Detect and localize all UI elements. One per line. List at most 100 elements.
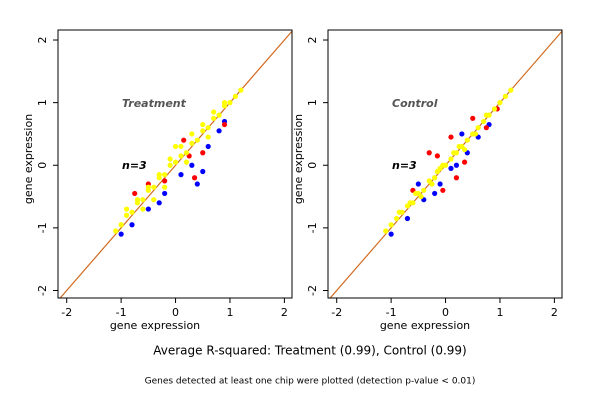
x-tick-label: 1 xyxy=(226,306,233,319)
point xyxy=(200,168,206,175)
point xyxy=(162,172,168,178)
sample-count: n=3 xyxy=(392,159,417,172)
sample-count: n=3 xyxy=(122,159,147,172)
point xyxy=(432,175,438,181)
y-tick-label: -1 xyxy=(36,222,49,233)
point xyxy=(200,121,206,128)
point xyxy=(189,131,195,137)
x-tick-label: -2 xyxy=(61,306,72,319)
point xyxy=(216,112,222,118)
point xyxy=(472,131,479,137)
y-tick-label: 2 xyxy=(36,37,49,44)
x-tick-label: 2 xyxy=(281,306,288,319)
point xyxy=(129,222,135,228)
y-tick-label: -2 xyxy=(306,285,319,296)
point xyxy=(415,181,421,187)
y-axis-label: gene expression xyxy=(22,114,35,204)
plot-frame xyxy=(327,29,563,299)
point xyxy=(238,87,244,93)
point xyxy=(432,190,438,197)
point xyxy=(456,143,462,150)
y-tick-label: 1 xyxy=(36,99,49,106)
point xyxy=(205,143,211,150)
point xyxy=(178,143,184,150)
point xyxy=(481,118,487,125)
point xyxy=(156,200,162,206)
point xyxy=(404,215,411,222)
x-axis-label: gene expression xyxy=(380,319,470,332)
point xyxy=(140,206,146,212)
panel-label: Control xyxy=(392,97,438,110)
point xyxy=(162,178,168,184)
x-tick-label: 0 xyxy=(172,306,179,319)
point xyxy=(183,159,190,165)
point xyxy=(181,137,187,143)
point xyxy=(491,106,498,112)
y-tick-label: 1 xyxy=(306,99,319,106)
point xyxy=(426,150,432,156)
point xyxy=(194,181,200,187)
point xyxy=(453,162,460,168)
point xyxy=(167,156,173,162)
point xyxy=(508,87,514,93)
x-tick-label: 1 xyxy=(496,306,503,319)
point xyxy=(459,131,465,137)
point xyxy=(178,172,184,178)
point xyxy=(211,109,217,115)
point xyxy=(502,93,509,99)
point xyxy=(470,115,476,121)
point xyxy=(393,215,400,222)
point xyxy=(440,162,446,168)
point xyxy=(418,193,424,200)
point xyxy=(483,125,489,131)
x-tick-label: -1 xyxy=(386,306,397,319)
point xyxy=(497,100,503,106)
point xyxy=(183,150,190,156)
point xyxy=(388,222,394,228)
plot-frame xyxy=(57,29,293,299)
x-tick-label: 0 xyxy=(442,306,449,319)
point xyxy=(118,231,124,237)
point xyxy=(205,134,211,140)
point xyxy=(464,137,470,143)
point xyxy=(483,112,489,118)
point xyxy=(211,115,217,121)
point xyxy=(118,222,124,228)
y-axis-label: gene expression xyxy=(292,114,305,204)
point xyxy=(451,150,457,156)
point xyxy=(396,209,402,215)
point xyxy=(461,146,468,153)
point xyxy=(151,184,157,190)
x-axis-label: gene expression xyxy=(110,319,200,332)
y-tick-label: 0 xyxy=(306,162,319,169)
point xyxy=(440,187,446,193)
point xyxy=(429,181,435,187)
y-tick-label: -1 xyxy=(306,222,319,233)
point xyxy=(421,187,427,193)
point xyxy=(434,168,440,175)
point xyxy=(437,181,443,187)
point xyxy=(172,143,179,150)
point xyxy=(227,100,233,106)
point xyxy=(162,184,168,190)
y-tick-label: 2 xyxy=(306,37,319,44)
point xyxy=(194,137,200,143)
point xyxy=(132,190,138,197)
point xyxy=(200,128,206,134)
point xyxy=(145,206,151,212)
point xyxy=(123,212,130,218)
point xyxy=(216,128,222,134)
point xyxy=(189,162,195,168)
panel-label: Treatment xyxy=(122,97,187,110)
point xyxy=(145,184,151,190)
y-tick-label: -2 xyxy=(36,285,49,296)
point xyxy=(140,197,146,203)
y-tick-label: 0 xyxy=(36,162,49,169)
point xyxy=(413,190,419,197)
point xyxy=(167,162,173,168)
point xyxy=(162,190,168,197)
point xyxy=(232,93,239,99)
point xyxy=(200,150,206,156)
x-tick-label: -1 xyxy=(116,306,127,319)
